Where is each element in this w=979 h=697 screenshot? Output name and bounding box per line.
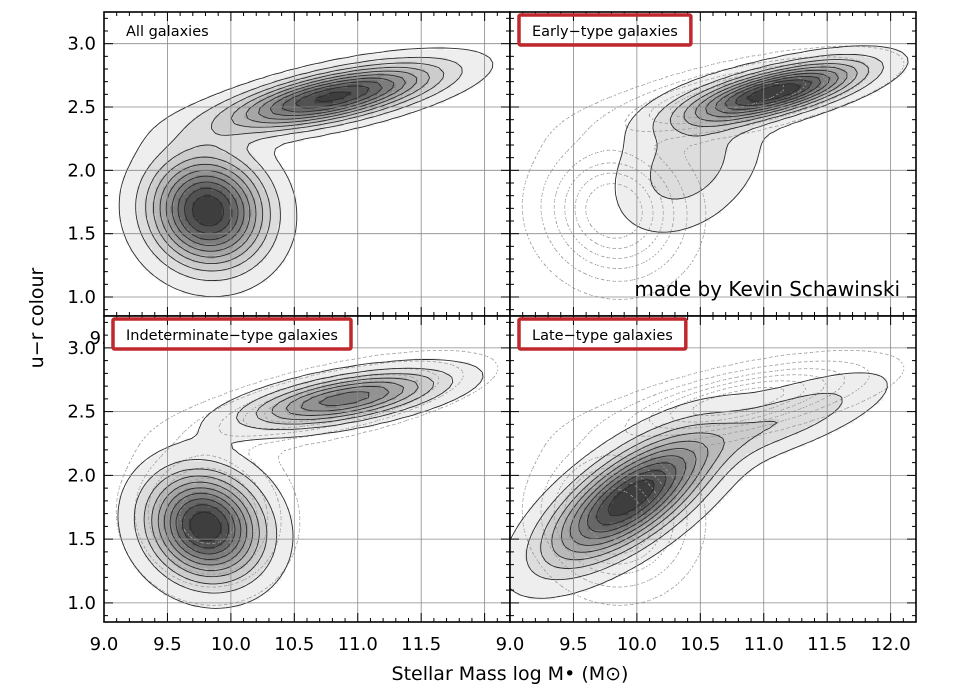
x-tick-label: 9.0 — [496, 634, 525, 655]
panel-title: Late−type galaxies — [532, 328, 673, 344]
x-tick-label: 11.5 — [401, 634, 441, 655]
x-tick-label: 9.0 — [90, 634, 119, 655]
y-tick-label: 1.0 — [67, 287, 96, 308]
grid — [510, 12, 916, 316]
credit-text: made by Kevin Schawinski — [634, 277, 900, 301]
panels: 9.0 9.5 10.0 10.5 11.0 11.5 1.0 1.5 2.0 2.5 3.0 All… — [67, 11, 917, 655]
panel-4: 9.0 9.5 10.0 10.5 11.0 11.5 12.0 Late−type gala… — [496, 315, 917, 655]
y-tick-label: 3.0 — [67, 338, 96, 359]
panel-3: 9.0 9.5 10.0 10.5 11.0 11.5 1.0 1.5 2.0 2.5 3.0 Ind… — [67, 315, 511, 655]
ticks: 9.0 9.5 10.0 10.5 11.0 11.5 1.0 1.5 2.0 2.5 3.0 — [67, 316, 511, 655]
panel-title: Indeterminate−type galaxies — [126, 328, 338, 344]
x-axis-label: Stellar Mass log M• (M⊙) — [392, 663, 629, 685]
y-tick-label: 2.5 — [67, 97, 96, 118]
y-tick-label: 1.5 — [67, 224, 96, 245]
y-tick-label: 2.0 — [67, 465, 96, 486]
x-tick-label: 10.5 — [274, 634, 314, 655]
dotted-reference-contours — [521, 45, 905, 300]
dotted-reference-contours — [521, 349, 905, 606]
y-tick-label: 1.5 — [67, 529, 96, 550]
y-tick-label: 1.0 — [67, 593, 96, 614]
y-tick-label: 2.5 — [67, 402, 96, 423]
contour-lines — [510, 372, 888, 599]
x-tick-label: 10.0 — [211, 634, 251, 655]
grid — [510, 316, 916, 622]
x-tick-label: 10.5 — [680, 634, 720, 655]
contour-lines — [118, 47, 494, 298]
title-highlight-box — [517, 13, 693, 47]
ticks: 9.0 9.5 10.0 10.5 11.0 11.5 12.0 — [496, 316, 917, 655]
panel-1: 9.09.510.010.511.011.51.01.52.02.53.0All… — [67, 11, 511, 349]
panel-title: Early−type galaxies — [532, 24, 678, 40]
title-highlight-box — [517, 317, 688, 351]
title-highlight-box — [111, 317, 353, 351]
panel-2: Early−type galaxies — [509, 11, 917, 317]
contour-lines — [614, 45, 909, 233]
density-fill — [510, 373, 888, 600]
x-tick-label: 11.0 — [744, 634, 784, 655]
grid — [104, 12, 510, 316]
x-tick-label: 11.5 — [807, 634, 847, 655]
x-tick-label: 12.0 — [871, 634, 911, 655]
y-tick-label: 3.0 — [67, 34, 96, 55]
x-tick-label: 11.0 — [338, 634, 378, 655]
x-tick-label: 9.5 — [153, 634, 182, 655]
x-tick-label: 9.5 — [559, 634, 588, 655]
contour-lines — [117, 359, 484, 609]
panel-title: All galaxies — [126, 24, 209, 40]
y-axis-label: u−r colour — [26, 267, 48, 368]
y-tick-label: 2.0 — [67, 160, 96, 181]
x-tick-label: 10.0 — [617, 634, 657, 655]
